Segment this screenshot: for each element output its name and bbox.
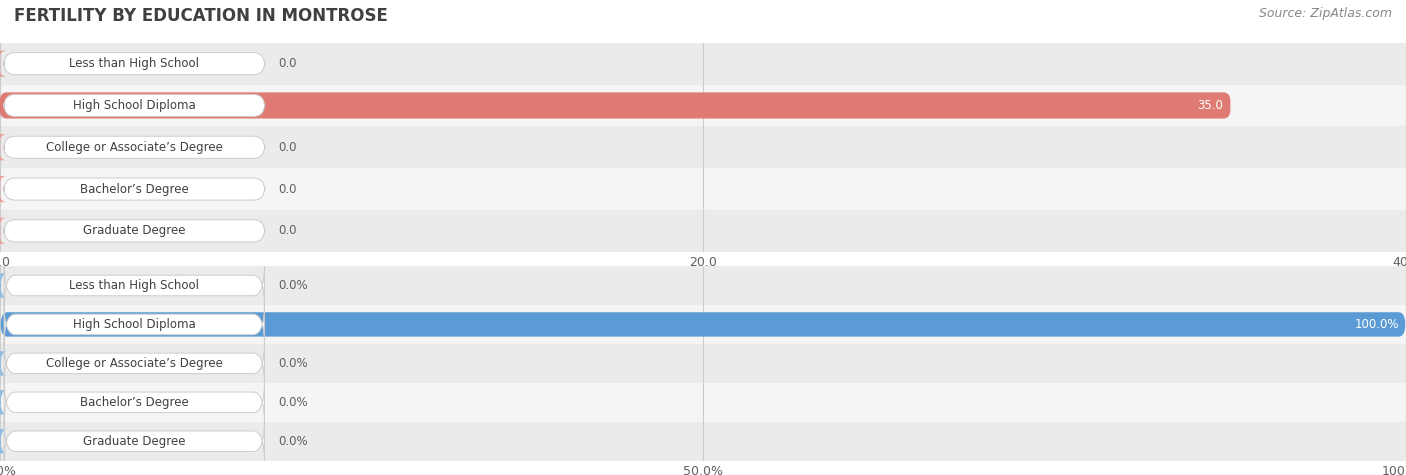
FancyBboxPatch shape <box>0 50 7 77</box>
Text: 100.0%: 100.0% <box>1354 318 1399 331</box>
Text: College or Associate’s Degree: College or Associate’s Degree <box>46 141 222 154</box>
Text: 35.0: 35.0 <box>1198 99 1223 112</box>
FancyBboxPatch shape <box>0 344 1406 383</box>
Text: Less than High School: Less than High School <box>69 57 200 70</box>
FancyBboxPatch shape <box>0 43 1406 85</box>
FancyBboxPatch shape <box>0 312 1406 337</box>
FancyBboxPatch shape <box>4 220 264 242</box>
Text: 0.0%: 0.0% <box>278 279 308 292</box>
Text: High School Diploma: High School Diploma <box>73 318 195 331</box>
Text: High School Diploma: High School Diploma <box>73 99 195 112</box>
FancyBboxPatch shape <box>0 383 1406 422</box>
Text: Graduate Degree: Graduate Degree <box>83 224 186 238</box>
Text: Graduate Degree: Graduate Degree <box>83 435 186 448</box>
Text: 0.0%: 0.0% <box>278 396 308 409</box>
FancyBboxPatch shape <box>0 126 1406 168</box>
Text: 0.0: 0.0 <box>278 57 297 70</box>
FancyBboxPatch shape <box>4 178 264 200</box>
FancyBboxPatch shape <box>4 381 264 423</box>
FancyBboxPatch shape <box>0 305 1406 344</box>
FancyBboxPatch shape <box>0 390 7 415</box>
FancyBboxPatch shape <box>4 136 264 158</box>
FancyBboxPatch shape <box>0 92 1230 119</box>
Text: 0.0%: 0.0% <box>278 357 308 370</box>
FancyBboxPatch shape <box>0 85 1406 126</box>
FancyBboxPatch shape <box>0 134 7 161</box>
Text: 0.0: 0.0 <box>278 182 297 196</box>
Text: College or Associate’s Degree: College or Associate’s Degree <box>46 357 222 370</box>
FancyBboxPatch shape <box>0 168 1406 210</box>
FancyBboxPatch shape <box>4 53 264 75</box>
FancyBboxPatch shape <box>0 422 1406 461</box>
FancyBboxPatch shape <box>0 266 1406 305</box>
FancyBboxPatch shape <box>0 351 7 376</box>
FancyBboxPatch shape <box>0 210 1406 252</box>
FancyBboxPatch shape <box>4 95 264 116</box>
Text: FERTILITY BY EDUCATION IN MONTROSE: FERTILITY BY EDUCATION IN MONTROSE <box>14 7 388 25</box>
FancyBboxPatch shape <box>0 176 7 202</box>
Text: Source: ZipAtlas.com: Source: ZipAtlas.com <box>1258 7 1392 20</box>
FancyBboxPatch shape <box>0 273 7 298</box>
Text: Bachelor’s Degree: Bachelor’s Degree <box>80 396 188 409</box>
FancyBboxPatch shape <box>0 429 7 454</box>
FancyBboxPatch shape <box>4 420 264 462</box>
FancyBboxPatch shape <box>4 304 264 345</box>
FancyBboxPatch shape <box>4 265 264 306</box>
Text: 0.0: 0.0 <box>278 224 297 238</box>
FancyBboxPatch shape <box>4 342 264 384</box>
Text: 0.0%: 0.0% <box>278 435 308 448</box>
FancyBboxPatch shape <box>0 218 7 244</box>
Text: 0.0: 0.0 <box>278 141 297 154</box>
Text: Less than High School: Less than High School <box>69 279 200 292</box>
Text: Bachelor’s Degree: Bachelor’s Degree <box>80 182 188 196</box>
